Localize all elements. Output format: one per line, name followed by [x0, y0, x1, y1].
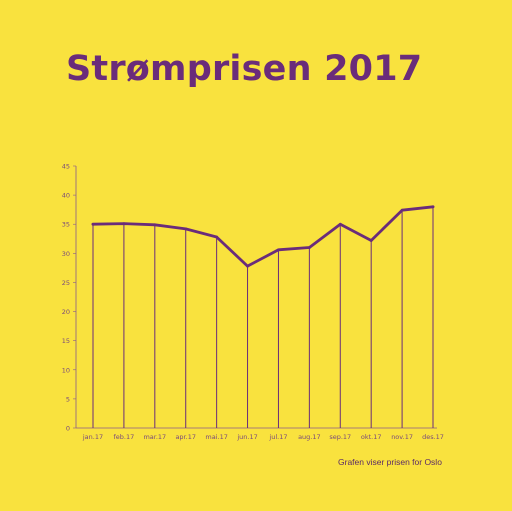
x-tick-label: nov.17: [391, 433, 413, 441]
x-axis: jan.17 feb.17 mar.17 apr.17 mai.17 jun.17 jul.…: [76, 427, 444, 441]
data-point: [246, 264, 249, 268]
data-point: [400, 208, 404, 212]
x-tick-label: jun.17: [236, 433, 257, 441]
x-tick-label: mai.17: [205, 433, 227, 441]
data-point: [369, 239, 373, 242]
drop-lines: [92, 206, 434, 428]
y-tick-label: 15: [62, 337, 70, 345]
y-tick-label: 30: [62, 250, 70, 258]
x-tick-label: mar.17: [143, 433, 166, 441]
x-tick-label: aug.17: [298, 433, 321, 441]
y-tick-label: 35: [62, 221, 70, 229]
data-point: [91, 222, 95, 226]
data-point: [277, 248, 280, 252]
y-tick-label: 0: [66, 425, 70, 433]
data-point: [431, 205, 435, 209]
y-tick-label: 40: [62, 192, 70, 200]
x-tick-label: jan.17: [82, 433, 103, 441]
y-tick-label: 25: [62, 279, 70, 287]
series-line-group: [91, 205, 435, 268]
x-tick-label: apr.17: [175, 433, 196, 441]
data-point: [122, 222, 126, 226]
data-point: [184, 227, 188, 231]
data-point: [215, 235, 219, 239]
data-point: [338, 222, 342, 226]
x-tick-label: sep.17: [329, 433, 351, 441]
x-tick-label: jul.17: [268, 433, 287, 441]
y-tick-label: 20: [62, 308, 70, 316]
y-tick-label: 5: [66, 395, 70, 403]
chart-title: Strømprisen 2017: [66, 49, 423, 89]
y-axis: 0 5 10 15 20 25 30 35 40 45: [62, 163, 77, 433]
y-tick-label: 10: [62, 366, 70, 374]
data-point: [153, 223, 157, 227]
chart-footnote: Grafen viser prisen for Oslo: [338, 457, 442, 467]
series-line: [91, 205, 435, 268]
x-tick-label: okt.17: [361, 433, 382, 441]
y-tick-label: 45: [62, 163, 70, 171]
data-point: [307, 246, 311, 249]
x-tick-label: feb.17: [114, 433, 135, 441]
x-tick-label: des.17: [422, 433, 444, 441]
